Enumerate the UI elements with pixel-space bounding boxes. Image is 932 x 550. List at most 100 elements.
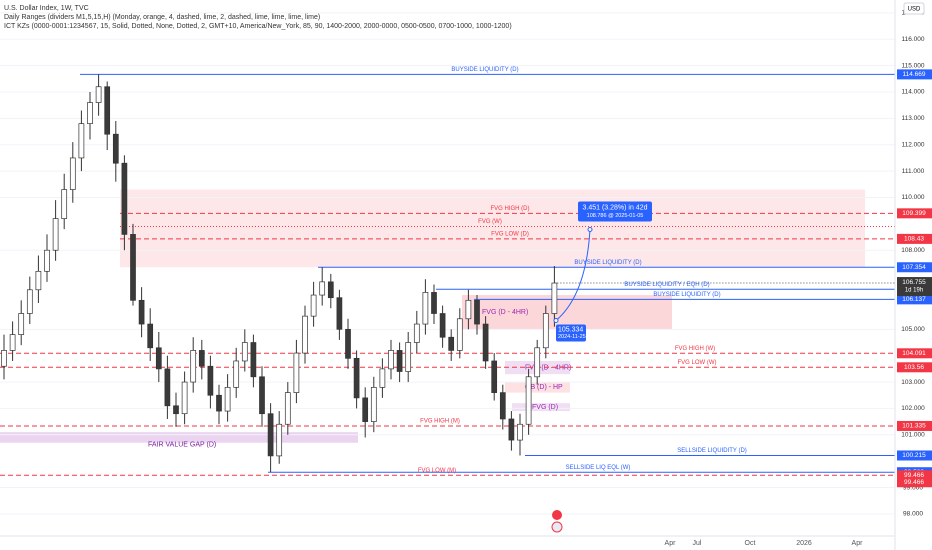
candle-body (474, 299, 480, 325)
measure-box (578, 201, 652, 222)
price-tag-text: 106.137 (902, 296, 926, 303)
candle-body (198, 350, 205, 367)
measure-point (553, 318, 559, 324)
candle-body (319, 281, 326, 296)
candle-body (250, 342, 257, 378)
candle-body (284, 392, 291, 425)
x-tick-label: Apr (665, 540, 677, 547)
candle-body (276, 423, 283, 457)
candle-body (413, 323, 420, 343)
candle-body (9, 334, 16, 351)
y-tick-label: 99.000 (903, 484, 923, 491)
y-tick-label: 114.000 (901, 89, 924, 96)
price-tag (897, 477, 932, 488)
candle-body (353, 357, 360, 399)
y-tick-label: 112.000 (901, 141, 924, 148)
candle-body (121, 162, 128, 235)
measure-text: 108.786 @ 2025-01-05 (587, 213, 644, 219)
candle-body (130, 234, 136, 301)
x-tick-label: 2026 (796, 540, 812, 547)
candle-body (104, 86, 111, 135)
y-tick-label: 105.000 (901, 326, 925, 333)
price-tag (897, 233, 932, 244)
zone-label: FVG (D - 4HR) (482, 309, 528, 316)
price-tag (897, 208, 932, 219)
price-tag-text: 109.399 (902, 210, 926, 217)
candle-body (78, 123, 85, 159)
candle-body (482, 323, 489, 362)
candle-body (69, 157, 76, 190)
event-icon[interactable] (552, 510, 562, 520)
candle-body (44, 249, 50, 272)
price-tag (897, 362, 932, 373)
candle-body (233, 360, 240, 388)
zone-label: FVG (D - 4HR) (525, 364, 571, 371)
y-tick-label: 102.000 (901, 405, 925, 412)
y-tick-label: 110.000 (901, 194, 924, 201)
candle-body (491, 360, 498, 393)
candle-body (465, 299, 472, 320)
candle-body (241, 342, 248, 362)
price-tag-text: 107.354 (902, 264, 926, 271)
candle-body (259, 376, 265, 415)
zone (505, 382, 570, 393)
zone-label: FAIR VALUE GAP (D) (148, 441, 216, 448)
candle-body (1, 350, 7, 367)
candle-body (431, 292, 437, 314)
candle-body (525, 376, 532, 425)
candle-body (95, 86, 102, 103)
measure-point (587, 226, 593, 232)
candle-body (138, 299, 145, 325)
y-tick-label: 98.000 (903, 511, 923, 518)
candle-body (310, 294, 317, 317)
candle-body (388, 350, 394, 370)
candle-body (173, 405, 179, 415)
price-tag-text: 108.43 (904, 236, 924, 243)
chart-title: U.S. Dollar Index, 1W, TVC (4, 5, 89, 12)
candle-body (551, 282, 558, 314)
candle-body (370, 386, 377, 422)
candle-body (61, 189, 68, 219)
indicator: ICT KZs (0000-0001:1234567, 15, Solid, D… (4, 23, 512, 30)
candle-body (405, 342, 412, 372)
price-tag (897, 277, 932, 297)
level-label: FVG (W) (478, 219, 502, 225)
candle-body (181, 381, 188, 415)
price-tag-text: 106.755 (902, 279, 926, 286)
candle-body (345, 328, 351, 359)
y-tick-label: 111.000 (902, 168, 925, 175)
y-tick-label: 116.000 (901, 36, 924, 43)
y-tick-label: 113.000 (901, 115, 924, 122)
countdown: 1d 19h (905, 288, 923, 294)
candle-body (327, 281, 334, 299)
currency-button[interactable] (903, 2, 925, 15)
price-tag (897, 470, 932, 481)
candle-body (517, 423, 523, 441)
candle-body (164, 368, 171, 407)
currency[interactable]: USD (908, 7, 921, 13)
price-tag (897, 294, 932, 305)
y-tick-label: 115.000 (901, 62, 924, 69)
candle-body (207, 365, 214, 396)
level-label: SELLSIDE LIQ EQL (W) (566, 465, 631, 471)
measure-box (556, 324, 586, 342)
zone-label: OB (D) - HP (525, 384, 563, 391)
candle-body (439, 313, 446, 338)
price-tag-text: 114.669 (902, 71, 925, 78)
level-label: SELLSIDE LIQUIDITY (D) (677, 448, 747, 454)
price-tag (897, 450, 932, 461)
candle-body (190, 350, 197, 383)
level-label: BUYSIDE LIQUIDITY (D) (574, 260, 641, 266)
candle-body (35, 270, 42, 291)
level-label: BUYSIDE LIQUIDITY (D) (451, 67, 518, 73)
y-tick-label: 108.000 (901, 247, 925, 254)
level-label: FVG HIGH (D) (491, 206, 530, 212)
price-tag (897, 69, 932, 80)
measure-text: 105.334 (558, 326, 583, 333)
indicator: Daily Ranges (dividers M1,5,15,H) (Monda… (4, 14, 320, 21)
event-icon[interactable] (551, 521, 563, 533)
candle-body (422, 292, 429, 325)
candle-body (26, 289, 33, 314)
